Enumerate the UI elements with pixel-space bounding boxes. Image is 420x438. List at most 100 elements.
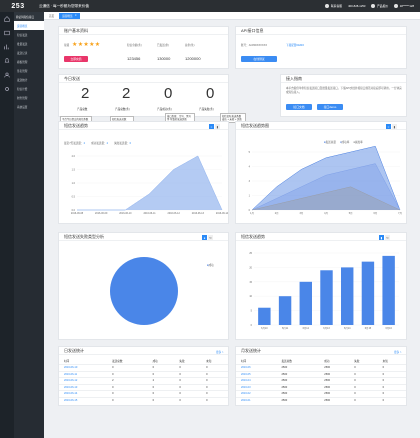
bar-chart-toggle[interactable]: ▮: [392, 124, 397, 129]
table-cell: 0: [354, 372, 356, 376]
table-cell: 0: [382, 366, 385, 370]
table-cell: 0: [179, 385, 181, 389]
x-tick-label: 2月: [275, 211, 279, 215]
table-cell: 2500: [281, 366, 288, 370]
table-cell[interactable]: 2016-04: [241, 379, 251, 383]
nav-item-templates[interactable]: 模板管理: [17, 60, 28, 64]
chart-icon[interactable]: [0, 40, 14, 54]
pricing-link[interactable]: 产品报价: [371, 4, 388, 8]
table-cell: 2500: [281, 372, 288, 376]
total-value: 1200000: [185, 56, 201, 61]
table-header: 时间 发送总数 成功 失败 未知: [59, 358, 228, 365]
logo[interactable]: 253: [11, 2, 25, 10]
series-area: [252, 163, 400, 210]
customer-service-link[interactable]: 联系客服: [325, 4, 342, 8]
table-cell[interactable]: 2016-02: [241, 392, 251, 396]
pie-toggle[interactable]: ●: [202, 235, 207, 240]
table-cell: 0: [382, 372, 385, 376]
headset-icon: [325, 4, 330, 8]
bar: [278, 296, 292, 325]
user-account-menu[interactable]: 18******128: [394, 4, 414, 8]
area-chart-toggle[interactable]: ≈: [386, 124, 391, 129]
table-cell: 0: [179, 372, 181, 376]
nav-item-records[interactable]: 发送记录: [17, 51, 28, 55]
price-icon: [371, 4, 376, 8]
col-unknown: 未知: [206, 360, 212, 363]
api-doc-button[interactable]: 接口文档: [286, 104, 312, 110]
nav-item-billing[interactable]: 短信计费: [17, 87, 28, 91]
table-cell[interactable]: 2016-06: [241, 366, 251, 370]
col-unknown: 未知: [382, 360, 388, 363]
home-icon[interactable]: [0, 12, 14, 26]
table-row: 2016-06-11 0 0 0 0: [59, 371, 228, 378]
stat-fail-label: 产品失败(条): [199, 108, 214, 111]
table-header: 时间 发送总数 成功 失败 未知: [236, 358, 406, 365]
table-cell: 0: [206, 379, 208, 383]
x-tick-label: 6月15: [365, 326, 372, 330]
table-cell: 0: [179, 366, 181, 370]
refresh-icon[interactable]: ↻: [208, 235, 213, 240]
table-cell[interactable]: 2016-06-14: [64, 392, 78, 396]
star-icon: ★: [72, 41, 78, 48]
user-icon[interactable]: [0, 68, 14, 82]
table-cell: 2: [152, 379, 155, 383]
table-cell[interactable]: 2016-05: [241, 372, 251, 376]
table-cell: 2500: [281, 399, 288, 402]
col-fail: 失败: [179, 360, 185, 363]
nav-item-settings[interactable]: 系统设置: [17, 105, 28, 109]
download-demo-link[interactable]: 下载配置DEMO: [286, 44, 305, 47]
nav-item-signatures[interactable]: 签名管理: [17, 69, 28, 73]
col-total: 发送总数: [112, 360, 123, 363]
nav-item-overview[interactable]: 运营概览: [14, 21, 44, 30]
tab-overview[interactable]: 运营概览 ✕: [59, 12, 80, 19]
gear-icon[interactable]: [0, 82, 14, 96]
table-cell: 0: [382, 392, 385, 396]
bar-chart-toggle[interactable]: ▮: [215, 124, 220, 129]
stat-success-value: 0: [164, 85, 173, 102]
area-chart-toggle[interactable]: ≈: [209, 124, 214, 129]
close-icon[interactable]: ✕: [74, 14, 77, 17]
table-cell: 0: [354, 379, 356, 383]
nav-item-finance[interactable]: 财务管理: [17, 96, 28, 100]
nav-item-batch[interactable]: 批量发送: [17, 42, 28, 46]
table-cell: 0: [206, 385, 208, 389]
online-test-button[interactable]: 在线测试: [241, 56, 277, 62]
monthly-table: 时间 发送总数 成功 失败 未知 2016-06 2500 2500 0 0 2016-0…: [236, 358, 406, 404]
chart-toolbar: ▮ ↻: [379, 235, 390, 240]
series-area: [77, 156, 222, 210]
refresh-icon[interactable]: ↻: [385, 235, 390, 240]
monthly-more-link[interactable]: 更多 >: [394, 350, 402, 354]
table-cell: 0: [354, 385, 356, 389]
table-cell: 0: [112, 399, 114, 402]
table-cell: 2500: [324, 392, 331, 396]
stat-success-label: 产品成功(条): [157, 108, 172, 111]
tab-home[interactable]: 首页: [49, 14, 55, 18]
x-tick-label: 2016-06-10: [119, 212, 132, 215]
y-tick-label: 10: [249, 295, 252, 298]
table-cell: 2500: [281, 385, 288, 389]
recharge-button[interactable]: 立即充值: [64, 56, 88, 62]
balance-label: 短信余额(条): [127, 44, 142, 47]
table-cell: 2: [112, 379, 114, 383]
daily-more-link[interactable]: 更多 >: [216, 350, 224, 354]
stat-total-value: 2: [81, 85, 90, 102]
x-tick-label: 6月16: [385, 326, 392, 330]
nav-item-stats[interactable]: 发送统计: [17, 78, 28, 82]
table-cell[interactable]: 2016-06-15: [64, 399, 78, 402]
table-row: 2016-04 2500 2500 0 0: [236, 377, 406, 385]
table-cell[interactable]: 2016-01: [241, 399, 251, 402]
y-tick-label: 3: [249, 180, 251, 183]
bar: [299, 281, 312, 325]
table-cell[interactable]: 2016-06-12: [64, 379, 78, 383]
nav-item-send[interactable]: 短信发送: [17, 33, 28, 37]
api-demo-button[interactable]: 接口demo: [317, 104, 343, 110]
table-cell[interactable]: 2016-06-11: [64, 372, 78, 376]
x-tick-label: 3月: [299, 211, 303, 215]
bar-chart-toggle[interactable]: ▮: [379, 235, 384, 240]
today-card: 今日发送 2 2 0 0 产品总数 产品总数(条) 产品成功(条) 产品失败(条…: [58, 74, 229, 117]
table-cell[interactable]: 2016-06-13: [64, 385, 78, 389]
message-icon[interactable]: [0, 26, 14, 40]
bell-icon[interactable]: [0, 54, 14, 68]
table-cell[interactable]: 2016-03: [241, 385, 251, 389]
table-cell[interactable]: 2016-06-10: [64, 366, 78, 370]
